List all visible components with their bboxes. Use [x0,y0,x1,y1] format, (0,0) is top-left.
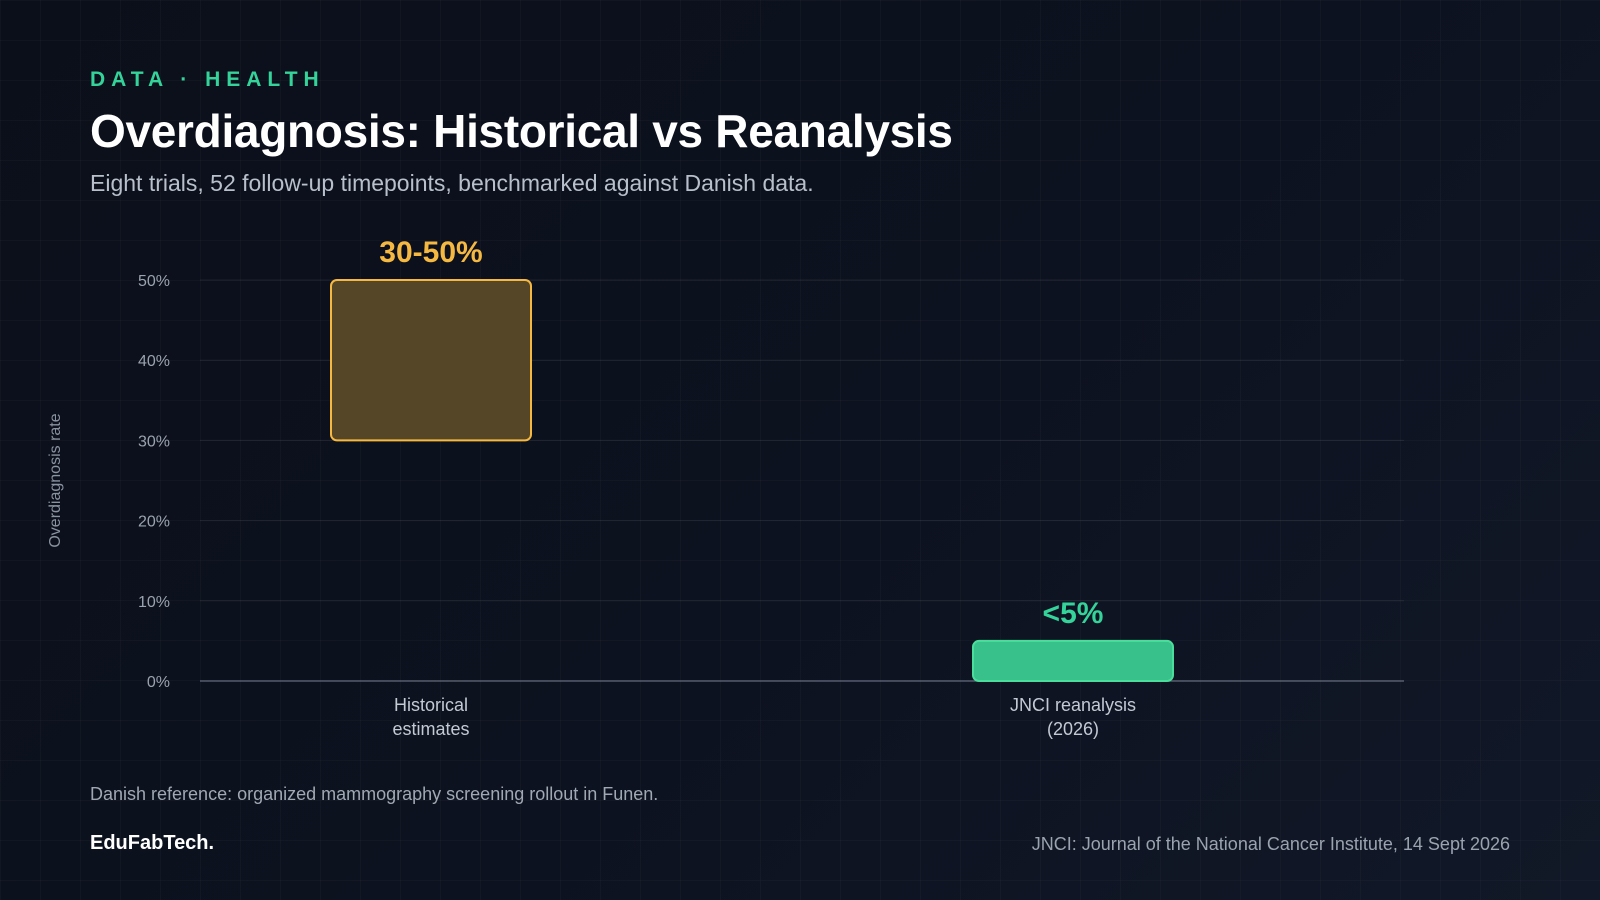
bar-0 [330,279,532,442]
y-tick-label: 0% [147,674,170,691]
x-category-label: JNCI reanalysis [1010,695,1136,715]
y-tick-label: 40% [138,353,170,370]
page-title: Overdiagnosis: Historical vs Reanalysis [90,105,953,157]
bar-value-label: 30-50% [379,236,482,269]
y-tick-label: 30% [138,433,170,450]
y-tick-label: 10% [138,594,170,611]
page-subtitle: Eight trials, 52 follow-up timepoints, b… [90,170,814,196]
x-category-label: estimates [392,719,469,739]
bar-value-label: <5% [1043,597,1104,630]
y-tick-label: 20% [138,514,170,531]
y-axis-label: Overdiagnosis rate [47,413,64,547]
x-category-label: (2026) [1047,719,1099,739]
footnote: Danish reference: organized mammography … [90,784,659,804]
brand-logo: EduFabTech. [90,832,215,854]
section-kicker: DATA · HEALTH [90,68,325,91]
x-category-label: Historical [394,695,468,715]
bar-1 [972,639,1174,683]
source-citation: JNCI: Journal of the National Cancer Ins… [1031,834,1510,854]
y-tick-label: 50% [138,273,170,290]
